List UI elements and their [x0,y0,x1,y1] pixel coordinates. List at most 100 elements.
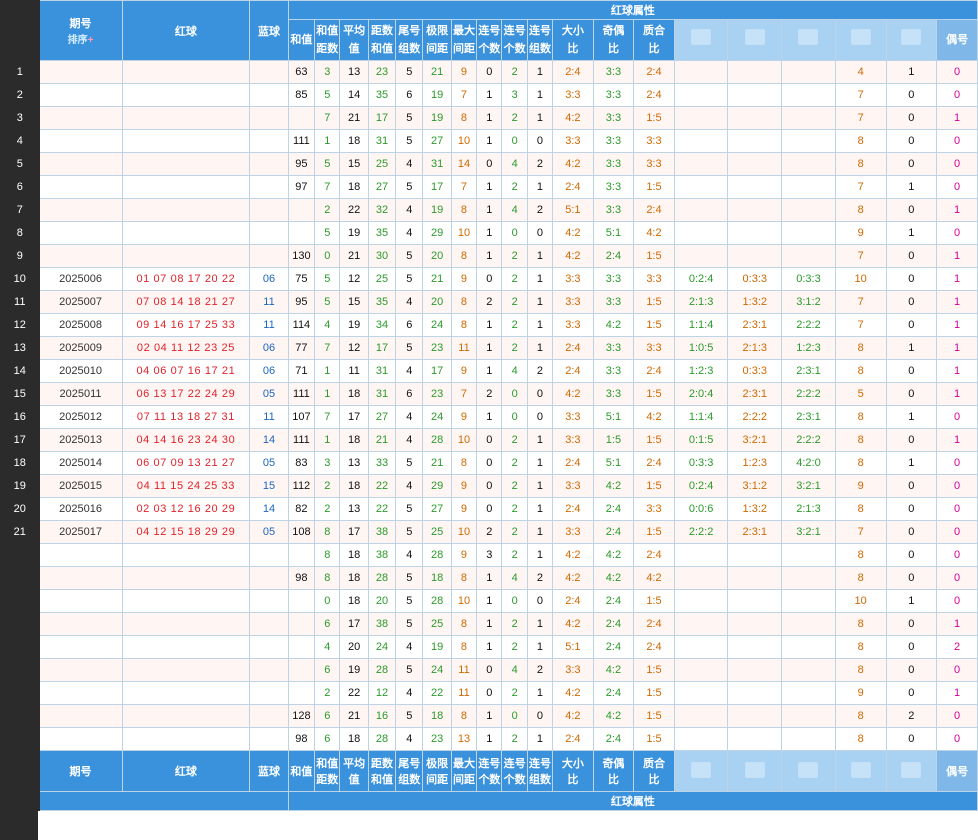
cell-mg: 8 [450,106,478,130]
cell-b [249,612,289,636]
cell-b: 11 [249,313,289,337]
cell-cn: 0 [476,474,503,498]
table-row[interactable]: 4 20 24 4 19 8 1 2 1 5:1 2:4 2:4 8 0 2 [0,635,978,659]
footer-extra-5[interactable] [885,750,938,792]
cell-t: 5 [395,566,424,590]
cell-sp: 22 [367,497,397,521]
table-row[interactable]: 11 2025007 07 08 14 18 21 27 11 95 5 15 35 4 20 8 2… [0,290,978,314]
cell-e3: 2:2:2 [781,313,836,337]
cell-e4: 9 [834,221,887,245]
cell-e4: 8 [834,152,887,176]
cell-n [0,727,40,751]
cell-bs: 3:3 [552,405,594,429]
footer-big-small: 大小比 [552,750,594,792]
table-row[interactable]: 6 17 38 5 25 8 1 2 1 4:2 2:4 2:4 8 0 1 [0,612,978,636]
table-row[interactable]: 2 22 12 4 22 11 0 2 1 4:2 2:4 1:5 9 0 1 [0,681,978,705]
table-row[interactable]: 20 2025016 02 03 12 16 20 29 14 82 2 13 22 5 27 9 0… [0,497,978,521]
cell-b [249,566,289,590]
cell-e1 [673,681,729,705]
cell-e5: 1 [885,60,938,84]
cell-sp: 28 [367,566,397,590]
cell-e6: 0 [936,129,978,153]
cell-sn: 2 [501,543,528,567]
table-row[interactable]: 15 2025011 06 13 17 22 24 29 05 111 1 18 31 6 23 7… [0,382,978,406]
table-row[interactable]: 7 2 22 32 4 19 8 1 4 2 5:1 3:3 2:4 8 0 1 [0,198,978,222]
footer-odd-even: 奇偶比 [592,750,635,792]
table-row[interactable]: 8 5 19 35 4 29 10 1 0 0 4:2 5:1 4:2 9 1 0 [0,221,978,245]
table-row[interactable]: 2 85 5 14 35 6 19 7 1 3 1 3:3 3:3 2:4 7 0 0 [0,83,978,107]
cell-cn: 1 [476,221,503,245]
cell-s [287,635,316,659]
cell-sp: 24 [367,635,397,659]
table-row[interactable]: 13 2025009 02 04 11 12 23 25 06 77 7 12 17 5 23 11… [0,336,978,360]
footer-extra-3[interactable] [781,750,836,792]
header-extra-5[interactable] [885,19,938,61]
cell-bs: 3:3 [552,474,594,498]
cell-e1 [673,244,729,268]
cell-sp: 33 [367,451,397,475]
table-row[interactable]: 9 130 0 21 30 5 20 8 1 2 1 4:2 2:4 1:5 7 0 1 [0,244,978,268]
table-row[interactable]: 0 18 20 5 28 10 1 0 0 2:4 2:4 1:5 10 1 0 [0,589,978,613]
table-row[interactable]: 21 2025017 04 12 15 18 29 29 05 108 8 17 38 5 25 1… [0,520,978,544]
cell-n: 5 [0,152,40,176]
table-row[interactable]: 19 2025015 04 11 15 24 25 33 15 112 2 18 22 4 29 9… [0,474,978,498]
header-extra-4[interactable] [834,19,887,61]
table-row[interactable]: 8 18 38 4 28 9 3 2 1 4:2 4:2 2:4 8 0 0 [0,543,978,567]
cell-pc: 2:4 [633,60,675,84]
header-period[interactable]: 期号 排序+ [38,0,123,61]
cell-sn: 2 [501,175,528,199]
table-row[interactable]: 5 95 5 15 25 4 31 14 0 4 2 4:2 3:3 3:3 8 0 0 [0,152,978,176]
table-row[interactable]: 98 8 18 28 5 18 8 1 4 2 4:2 4:2 4:2 8 0 0 [0,566,978,590]
cell-s: 63 [287,60,316,84]
cell-e2 [727,129,783,153]
cell-ls: 24 [422,658,452,682]
cell-e6: 0 [936,451,978,475]
table-row[interactable]: 1 63 3 13 23 5 21 9 0 2 1 2:4 3:3 2:4 4 1 0 [0,60,978,84]
table-row[interactable]: 6 97 7 18 27 5 17 7 1 2 1 2:4 3:3 1:5 7 1 0 [0,175,978,199]
cell-e2 [727,612,783,636]
cell-cg: 0 [526,129,554,153]
header-extra-1[interactable] [673,19,729,61]
table-row[interactable]: 12 2025008 09 14 16 17 25 33 11 114 4 19 34 6 24 8… [0,313,978,337]
cell-cg: 2 [526,658,554,682]
table-row[interactable]: 6 19 28 5 24 11 0 4 2 3:3 4:2 1:5 8 0 0 [0,658,978,682]
table-row[interactable]: 10 2025006 01 07 08 17 20 22 06 75 5 12 25 5 21 9 0… [0,267,978,291]
cell-t: 4 [395,428,424,452]
table-row[interactable]: 14 2025010 04 06 07 16 17 21 06 71 1 11 31 4 17 9 1… [0,359,978,383]
header-extra-3[interactable] [781,19,836,61]
filter-label[interactable]: 排序 [67,35,88,46]
cell-t: 4 [395,221,424,245]
cell-ls: 19 [422,635,452,659]
table-row[interactable]: 3 7 21 17 5 19 8 1 2 1 4:2 3:3 1:5 7 0 1 [0,106,978,130]
header-extra-2[interactable] [727,19,783,61]
cell-mg: 9 [450,359,478,383]
table-row[interactable]: 4 111 1 18 31 5 27 10 1 0 0 3:3 3:3 3:3 8 0 0 [0,129,978,153]
footer-red-ball: 红球 [121,750,251,792]
cell-a: 5 [314,290,341,314]
cell-t: 5 [395,520,424,544]
cell-pc: 3:3 [633,129,675,153]
cell-ls: 22 [422,681,452,705]
table-row[interactable]: 128 6 21 16 5 18 8 1 0 0 4:2 4:2 1:5 8 2 0 [0,704,978,728]
cell-oe: 2:4 [592,244,635,268]
table-row[interactable]: 16 2025012 07 11 13 18 27 31 11 107 7 17 27 4 24 9… [0,405,978,429]
cell-e2: 3:1:2 [727,474,783,498]
cell-oe: 2:4 [592,497,635,521]
cell-e3: 3:2:1 [781,520,836,544]
cell-mg: 9 [450,497,478,521]
cell-t: 5 [395,658,424,682]
footer-extra-1[interactable] [673,750,729,792]
plus-icon[interactable]: + [87,35,94,46]
table-row[interactable]: 17 2025013 04 14 16 23 24 30 14 111 1 18 21 4 28 1… [0,428,978,452]
cell-e3: 0:3:3 [781,267,836,291]
footer-extra-2[interactable] [727,750,783,792]
cell-s: 130 [287,244,316,268]
cell-cn: 0 [476,497,503,521]
cell-e4: 8 [834,612,887,636]
cell-r: 04 12 15 18 29 29 [121,520,251,544]
table-row[interactable]: 18 2025014 06 07 09 13 21 27 05 83 3 13 33 5 21 8 0… [0,451,978,475]
footer-extra-4[interactable] [834,750,887,792]
header-consec-group: 连号 组数 [526,19,554,61]
cell-e1 [673,60,729,84]
table-row[interactable]: 98 6 18 28 4 23 13 1 2 1 2:4 2:4 1:5 8 0 0 [0,727,978,751]
